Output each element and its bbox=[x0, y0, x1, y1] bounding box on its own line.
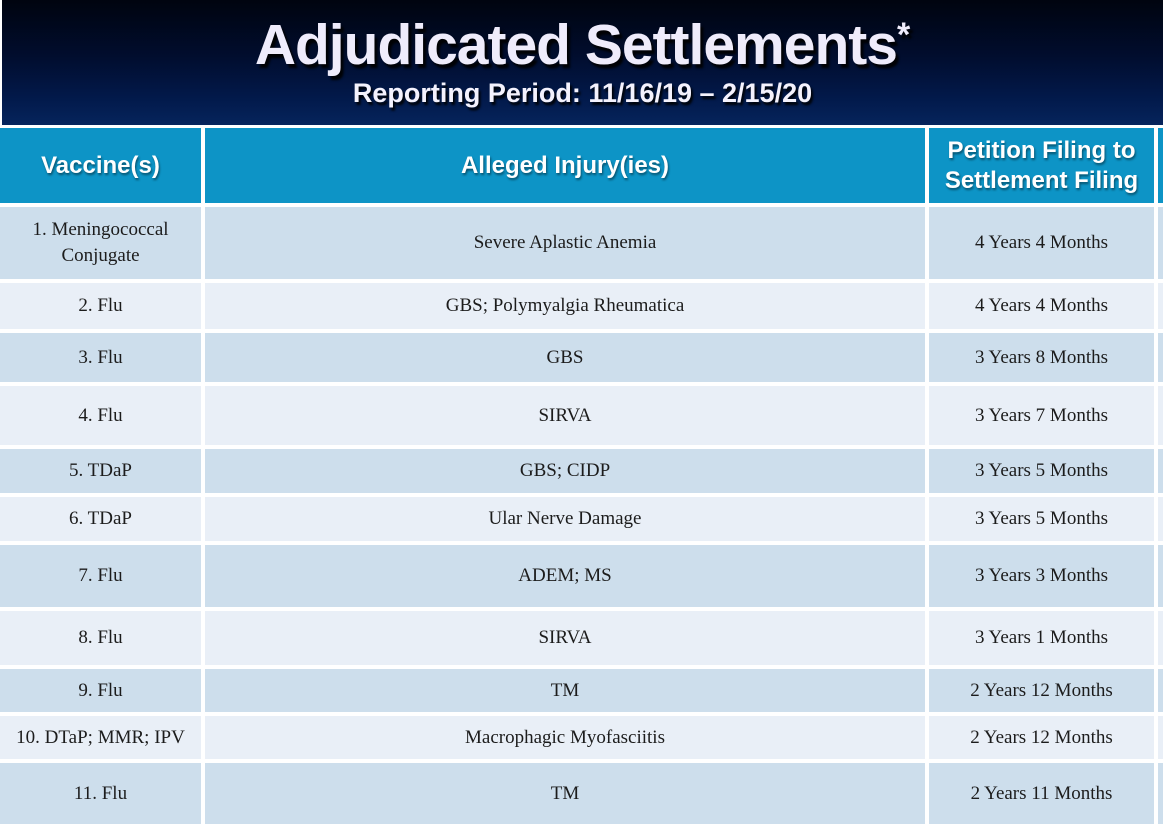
table-row: 4. Flu SIRVA 3 Years 7 Months bbox=[0, 386, 1163, 445]
vaccine-cell: 11. Flu bbox=[0, 763, 201, 824]
row-edge-sliver bbox=[1158, 207, 1163, 279]
duration-cell: 4 Years 4 Months bbox=[929, 283, 1154, 329]
row-edge-sliver bbox=[1158, 763, 1163, 824]
page-title: Adjudicated Settlements* bbox=[255, 15, 911, 74]
duration-cell: 3 Years 3 Months bbox=[929, 545, 1154, 607]
column-header-petition-filing: Petition Filing to Settlement Filing bbox=[929, 128, 1154, 203]
header-edge-sliver bbox=[1158, 128, 1163, 203]
injury-cell: Ular Nerve Damage bbox=[205, 497, 925, 541]
vaccine-cell: 8. Flu bbox=[0, 611, 201, 665]
vaccine-cell: 3. Flu bbox=[0, 333, 201, 382]
duration-cell: 2 Years 11 Months bbox=[929, 763, 1154, 824]
table-row: 9. Flu TM 2 Years 12 Months bbox=[0, 669, 1163, 712]
table-row: 6. TDaP Ular Nerve Damage 3 Years 5 Mont… bbox=[0, 497, 1163, 541]
slide-header-banner: Adjudicated Settlements* Reporting Perio… bbox=[0, 0, 1163, 125]
injury-cell: GBS; Polymyalgia Rheumatica bbox=[205, 283, 925, 329]
row-edge-sliver bbox=[1158, 716, 1163, 759]
vaccine-cell: 5. TDaP bbox=[0, 449, 201, 493]
row-edge-sliver bbox=[1158, 333, 1163, 382]
injury-cell: Macrophagic Myofasciitis bbox=[205, 716, 925, 759]
table-row: 8. Flu SIRVA 3 Years 1 Months bbox=[0, 611, 1163, 665]
table-row: 5. TDaP GBS; CIDP 3 Years 5 Months bbox=[0, 449, 1163, 493]
injury-cell: GBS; CIDP bbox=[205, 449, 925, 493]
injury-cell: ADEM; MS bbox=[205, 545, 925, 607]
row-edge-sliver bbox=[1158, 497, 1163, 541]
page-title-text: Adjudicated Settlements bbox=[254, 12, 898, 77]
row-edge-sliver bbox=[1158, 545, 1163, 607]
injury-cell: GBS bbox=[205, 333, 925, 382]
injury-cell: TM bbox=[205, 669, 925, 712]
vaccine-cell: 2. Flu bbox=[0, 283, 201, 329]
column-header-vaccine: Vaccine(s) bbox=[0, 128, 201, 203]
table-header-row: Vaccine(s) Alleged Injury(ies) Petition … bbox=[0, 128, 1163, 203]
duration-cell: 3 Years 8 Months bbox=[929, 333, 1154, 382]
row-edge-sliver bbox=[1158, 611, 1163, 665]
table-row: 10. DTaP; MMR; IPV Macrophagic Myofascii… bbox=[0, 716, 1163, 759]
column-header-alleged-injury: Alleged Injury(ies) bbox=[205, 128, 925, 203]
row-edge-sliver bbox=[1158, 449, 1163, 493]
title-asterisk: * bbox=[896, 15, 911, 54]
row-edge-sliver bbox=[1158, 283, 1163, 329]
table-body: 1. Meningococcal Conjugate Severe Aplast… bbox=[0, 207, 1163, 824]
reporting-period-subtitle: Reporting Period: 11/16/19 – 2/15/20 bbox=[352, 77, 813, 108]
duration-cell: 3 Years 5 Months bbox=[929, 449, 1154, 493]
duration-cell: 4 Years 4 Months bbox=[929, 207, 1154, 279]
duration-cell: 2 Years 12 Months bbox=[929, 669, 1154, 712]
duration-cell: 2 Years 12 Months bbox=[929, 716, 1154, 759]
settlements-table: Vaccine(s) Alleged Injury(ies) Petition … bbox=[0, 128, 1163, 827]
injury-cell: Severe Aplastic Anemia bbox=[205, 207, 925, 279]
injury-cell: SIRVA bbox=[205, 611, 925, 665]
duration-cell: 3 Years 5 Months bbox=[929, 497, 1154, 541]
duration-cell: 3 Years 7 Months bbox=[929, 386, 1154, 445]
vaccine-cell: 10. DTaP; MMR; IPV bbox=[0, 716, 201, 759]
duration-cell: 3 Years 1 Months bbox=[929, 611, 1154, 665]
table-row: 3. Flu GBS 3 Years 8 Months bbox=[0, 333, 1163, 382]
vaccine-cell: 9. Flu bbox=[0, 669, 201, 712]
injury-cell: SIRVA bbox=[205, 386, 925, 445]
table-row: 7. Flu ADEM; MS 3 Years 3 Months bbox=[0, 545, 1163, 607]
vaccine-cell: 7. Flu bbox=[0, 545, 201, 607]
injury-cell: TM bbox=[205, 763, 925, 824]
row-edge-sliver bbox=[1158, 386, 1163, 445]
row-edge-sliver bbox=[1158, 669, 1163, 712]
table-row: 11. Flu TM 2 Years 11 Months bbox=[0, 763, 1163, 824]
vaccine-cell: 4. Flu bbox=[0, 386, 201, 445]
vaccine-cell: 1. Meningococcal Conjugate bbox=[0, 207, 201, 279]
table-row: 2. Flu GBS; Polymyalgia Rheumatica 4 Yea… bbox=[0, 283, 1163, 329]
table-row: 1. Meningococcal Conjugate Severe Aplast… bbox=[0, 207, 1163, 279]
vaccine-cell: 6. TDaP bbox=[0, 497, 201, 541]
